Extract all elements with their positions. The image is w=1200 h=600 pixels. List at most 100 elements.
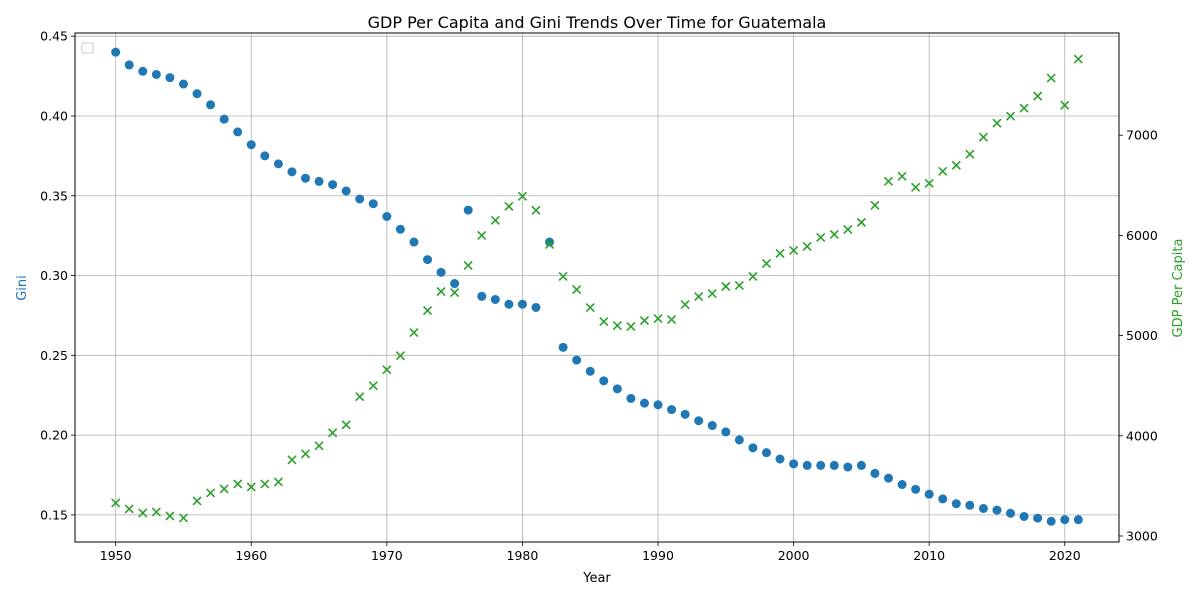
gdp-point — [395, 351, 405, 361]
x-tick-label: 2010 — [913, 548, 945, 563]
gini-point — [789, 459, 799, 469]
gdp-point — [938, 166, 948, 176]
gdp-point — [111, 498, 121, 508]
y-right-axis-label: GDP Per Capita — [1171, 239, 1186, 338]
gdp-point — [829, 229, 839, 239]
gini-point — [775, 454, 785, 464]
gdp-point — [504, 201, 514, 211]
gini-point — [667, 405, 677, 415]
y-left-tick-label: 0.45 — [40, 29, 68, 44]
gdp-point — [775, 248, 785, 258]
x-axis-ticks: 1950 1960 1970 1980 1990 2000 2010 2020 — [100, 542, 1081, 563]
gdp-point — [870, 200, 880, 210]
gdp-point — [206, 488, 216, 498]
gdp-point — [314, 441, 324, 451]
x-tick-label: 2000 — [778, 548, 810, 563]
gdp-point — [558, 271, 568, 282]
gdp-point — [639, 315, 650, 326]
gdp-point — [450, 287, 460, 298]
gdp-point — [300, 449, 311, 459]
gdp-point — [653, 313, 663, 324]
gini-point — [531, 302, 541, 312]
gini-point — [938, 494, 948, 504]
gdp-point — [883, 176, 894, 186]
gini-point — [151, 69, 161, 79]
x-tick-label: 2020 — [1049, 548, 1081, 563]
gini-point — [1019, 511, 1029, 521]
x-axis-label: Year — [582, 571, 611, 586]
gini-point — [300, 173, 310, 183]
y-right-tick-label: 6000 — [1126, 228, 1158, 243]
gdp-point — [531, 205, 541, 215]
gridlines — [75, 33, 1119, 542]
gdp-point — [409, 328, 419, 338]
gdp-point — [233, 479, 243, 489]
gdp-point — [368, 381, 378, 391]
gini-point — [382, 211, 392, 221]
gini-point — [1033, 513, 1043, 523]
gini-point — [328, 180, 338, 190]
x-tick-label: 1960 — [235, 548, 267, 563]
gdp-point — [721, 281, 731, 292]
gini-point — [951, 499, 961, 509]
gdp-point — [382, 365, 392, 375]
gini-point — [1060, 515, 1070, 525]
gdp-point — [924, 178, 934, 188]
gdp-point — [680, 299, 690, 310]
gini-point — [639, 398, 649, 408]
gdp-point — [151, 507, 161, 517]
gini-point — [721, 427, 731, 437]
gini-point — [436, 267, 446, 277]
gini-point — [1046, 516, 1056, 526]
gini-point — [246, 140, 256, 150]
gdp-point — [517, 191, 527, 201]
gini-point — [978, 503, 988, 513]
gini-point — [355, 194, 365, 204]
y-left-tick-label: 0.15 — [40, 507, 68, 522]
gdp-point — [1073, 54, 1083, 64]
gdp-point — [341, 420, 351, 430]
y-left-tick-label: 0.25 — [40, 348, 68, 363]
gdp-point — [1005, 111, 1016, 121]
y-left-axis-ticks: 0.15 0.20 0.25 0.30 0.35 0.40 0.45 — [40, 29, 75, 522]
gdp-point — [1060, 100, 1070, 110]
gini-point — [802, 460, 812, 470]
gini-point — [585, 366, 595, 376]
gdp-point — [599, 317, 609, 327]
gdp-point — [802, 241, 812, 251]
gdp-point — [287, 455, 297, 465]
x-tick-label: 1990 — [642, 548, 674, 563]
gini-point — [409, 237, 419, 247]
gini-point — [395, 224, 405, 234]
gini-point — [260, 151, 270, 161]
gini-point — [680, 409, 690, 419]
gdp-point — [138, 508, 148, 518]
gini-point — [314, 176, 324, 186]
gini-point — [897, 480, 907, 490]
gini-point — [612, 384, 622, 394]
y-left-tick-label: 0.20 — [40, 428, 68, 443]
y-right-tick-label: 7000 — [1126, 128, 1158, 143]
gini-point — [165, 73, 175, 83]
gini-point — [477, 291, 487, 301]
y-left-tick-label: 0.30 — [40, 268, 68, 283]
gini-point — [111, 47, 121, 57]
gini-point — [924, 489, 934, 499]
gini-point — [734, 435, 744, 445]
gdp-point — [477, 230, 487, 240]
gdp-point — [178, 513, 189, 523]
gini-point — [341, 186, 351, 196]
gini-point — [450, 279, 460, 289]
y-left-tick-label: 0.35 — [40, 188, 68, 203]
gdp-point — [856, 217, 866, 227]
gdp-point — [124, 504, 134, 514]
x-tick-label: 1970 — [371, 548, 403, 563]
gdp-point — [612, 321, 622, 331]
gdp-point — [789, 245, 799, 255]
y-right-axis-ticks: 3000 4000 5000 6000 7000 — [1119, 128, 1158, 543]
y-right-tick-label: 5000 — [1126, 328, 1158, 343]
gdp-point — [219, 484, 229, 494]
gini-point — [368, 199, 378, 209]
gini-point — [233, 127, 243, 137]
